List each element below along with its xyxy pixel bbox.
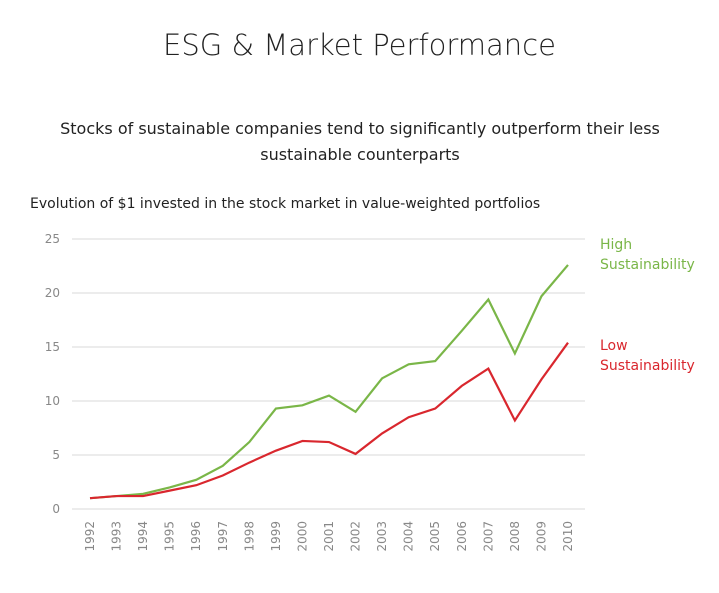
x-tick-label: 2007 [481,521,495,552]
y-tick-label: 15 [45,340,60,354]
series-line [89,264,569,500]
x-tick-label: 1999 [269,521,283,552]
y-tick-label: 0 [52,502,60,516]
y-tick-label: 10 [45,394,60,408]
series-line [89,342,569,500]
series-label: High Sustainability [600,236,695,273]
x-tick-label: 2008 [508,521,522,552]
x-tick-label: 1997 [216,521,230,552]
series-label: Low Sustainability [600,337,695,374]
x-tick-label: 1998 [242,521,256,552]
x-tick-label: 1993 [110,521,124,552]
x-tick-label: 2003 [375,521,389,552]
x-tick-label: 2009 [534,521,548,552]
y-axis-label: Evolution of $1 invested in the stock ma… [30,196,541,212]
chart-subtitle: Stocks of sustainable companies tend to … [60,119,660,164]
x-tick-label: 2004 [402,521,416,552]
x-tick-label: 2000 [295,521,309,552]
x-tick-label: 1994 [136,521,150,552]
y-tick-label: 20 [45,286,60,300]
chart-title: ESG & Market Performance [163,28,556,62]
x-tick-label: 2006 [455,521,469,552]
x-tick-label: 2001 [322,521,336,552]
x-tick-label: 2005 [428,521,442,552]
x-tick-label: 2002 [349,521,363,552]
x-tick-label: 1992 [83,521,97,552]
y-tick-label: 25 [45,232,60,246]
x-tick-label: 1995 [163,521,177,552]
x-tick-label: 2010 [561,521,575,552]
x-tick-label: 1996 [189,521,203,552]
y-tick-label: 5 [52,448,60,462]
